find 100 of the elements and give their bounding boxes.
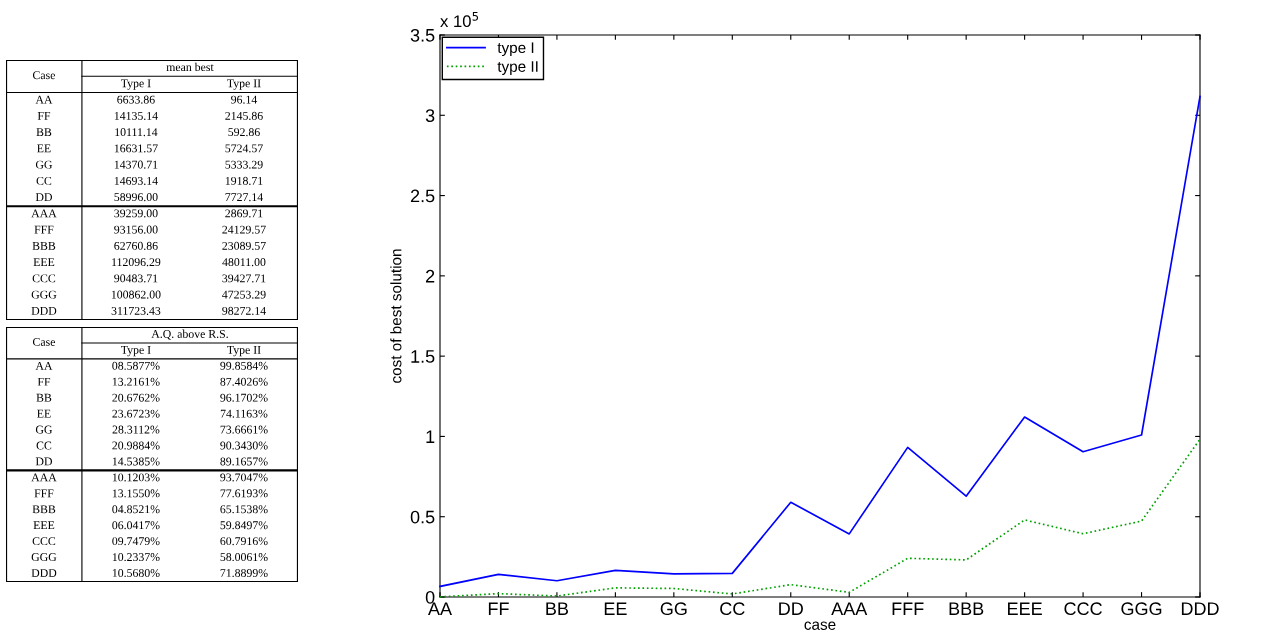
x-tick-label: DDD (1181, 602, 1219, 615)
text: Type I (121, 79, 151, 90)
text: Type II (227, 345, 261, 357)
category-label: AAA (31, 209, 57, 218)
data-label: 10111.14 (115, 128, 158, 137)
data-label: 59.8497% (220, 521, 268, 530)
x-axis-title: case (804, 621, 836, 630)
data-label: 74.1163% (220, 409, 268, 418)
x-tick-label: GGG (1121, 602, 1162, 616)
category-label: BBB (32, 241, 56, 250)
data-label: 28.3112% (112, 425, 160, 434)
y-tick-label: 0.5 (410, 510, 435, 524)
category-label: DDD (31, 569, 57, 577)
data-label: 14.5385% (112, 457, 160, 466)
x-tick-label: AA (427, 602, 453, 615)
category-label: CCC (32, 274, 56, 283)
category-label: CCC (32, 537, 56, 546)
data-label: 20.6762% (112, 393, 160, 402)
data-label: 47253.29 (222, 290, 266, 299)
category-label: BBB (32, 505, 56, 514)
text: x 10$^{5}$ (440, 12, 479, 28)
x-tick-label: CC (720, 602, 745, 616)
text: A.Q. above R.S. (151, 329, 228, 340)
y-tick-label: 3 (425, 109, 435, 123)
y-tick-label: 2 (426, 269, 435, 283)
data-label: 58.0061% (220, 553, 268, 562)
category-label: BB (36, 128, 52, 136)
data-label: 24129.57 (222, 225, 266, 234)
data-label: 89.1657% (220, 457, 268, 466)
category-label: DD (35, 193, 53, 201)
data-label: 98272.14 (222, 306, 266, 315)
data-label: 10.2337% (112, 553, 160, 562)
category-label: FF (37, 111, 51, 120)
data-label: 96.1702% (220, 393, 268, 402)
y-tick-label: 1.5 (411, 350, 435, 363)
data-label: 7727.14 (225, 193, 263, 202)
data-label: 592.86 (228, 128, 260, 137)
data-label: 39259.00 (114, 209, 158, 218)
data-label: 5724.57 (225, 144, 263, 153)
data-label: 09.7479% (112, 537, 160, 546)
data-label: 6633.86 (117, 95, 155, 104)
data-label: 73.6661% (220, 425, 268, 434)
text: Case (32, 337, 56, 346)
y-tick-label: 1 (426, 430, 435, 443)
data-label: 60.7916% (220, 537, 268, 546)
data-label: 16631.57 (114, 144, 158, 153)
data-label: 06.0417% (112, 521, 160, 530)
legend-label: type I (497, 42, 534, 57)
data-label: 71.8899% (220, 569, 268, 578)
data-label: 87.4026% (220, 377, 268, 386)
data-label: 14693.14 (114, 176, 158, 185)
data-label: 112096.29 (112, 258, 161, 267)
y-tick-label: 2.5 (410, 189, 435, 203)
category-label: AA (35, 361, 53, 370)
data-label: 93.7047% (220, 473, 268, 482)
category-label: AA (35, 95, 53, 104)
category-label: FFF (34, 489, 54, 498)
category-label: AAA (31, 473, 57, 482)
data-label: 13.1550% (112, 489, 160, 498)
category-label: GGG (31, 290, 57, 299)
data-label: 2869.71 (225, 209, 263, 218)
x-tick-label: DD (779, 602, 803, 615)
category-label: DDD (31, 306, 57, 315)
x-tick-label: FFF (892, 602, 924, 615)
category-label: EEE (33, 521, 55, 530)
category-label: FFF (34, 225, 54, 234)
category-label: GGG (31, 553, 57, 562)
data-label: 90.3430% (220, 441, 268, 450)
y-axis-title: cost of best solution (390, 249, 402, 383)
category-label: CC (36, 441, 52, 450)
data-label: 2145.86 (225, 111, 263, 120)
text: Type II (227, 79, 261, 90)
y-tick-label: 0 (425, 590, 435, 604)
x-tick-label: CCC (1064, 602, 1102, 616)
data-label: 23.6723% (112, 409, 160, 418)
text: Type I (121, 345, 151, 357)
data-label: 14370.71 (114, 160, 158, 169)
data-label: 77.6193% (220, 489, 268, 498)
x-tick-label: EEE (1008, 602, 1042, 615)
data-label: 20.9884% (112, 441, 160, 450)
data-label: 99.8584% (220, 361, 268, 370)
x-tick-label: EE (604, 602, 627, 615)
data-label: 48011.00 (222, 258, 266, 267)
legend-label: type II (497, 61, 538, 75)
category-label: DD (35, 457, 53, 466)
data-label: 08.5877% (112, 361, 160, 370)
data-label: 5333.29 (225, 160, 263, 169)
data-label: 39427.71 (222, 274, 266, 283)
text: mean best (166, 62, 214, 72)
category-label: CC (36, 176, 52, 185)
data-label: 58996.00 (114, 193, 158, 202)
data-label: 93156.00 (114, 225, 158, 234)
data-label: 14135.14 (114, 111, 158, 120)
category-label: EE (37, 409, 51, 418)
data-label: 10.1203% (112, 473, 160, 482)
data-label: 13.2161% (112, 377, 160, 386)
data-label: 23089.57 (222, 241, 266, 250)
category-label: GG (35, 425, 53, 434)
data-label: 100862.00 (111, 290, 161, 299)
x-tick-label: FF (488, 602, 509, 615)
